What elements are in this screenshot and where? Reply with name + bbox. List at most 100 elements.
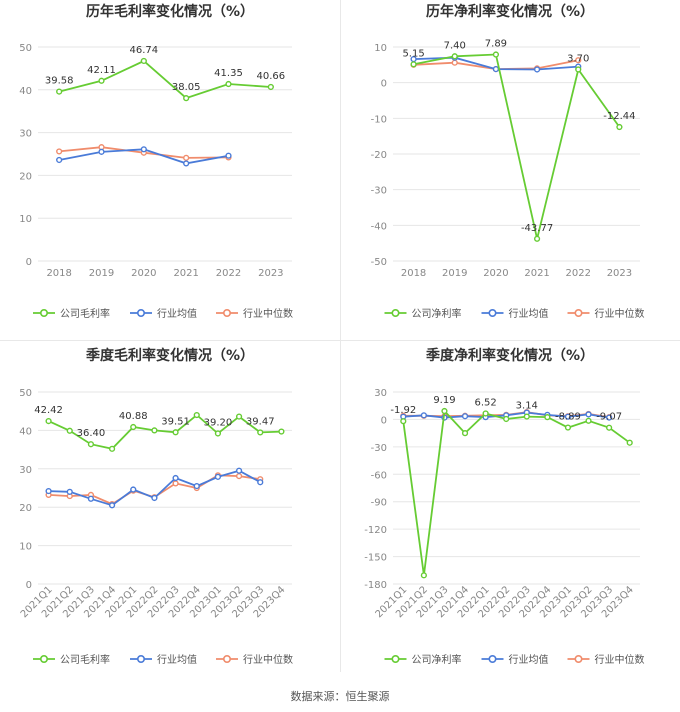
data-point bbox=[45, 418, 52, 425]
data-point bbox=[441, 407, 448, 415]
x-tick-label: 2023 bbox=[258, 268, 283, 279]
y-tick-label: 10 bbox=[19, 214, 32, 225]
y-tick-label: -40 bbox=[371, 221, 387, 232]
data-label: -9.07 bbox=[596, 412, 622, 423]
data-label: 40.88 bbox=[119, 411, 148, 422]
data-point bbox=[193, 411, 200, 419]
y-tick-label: 40 bbox=[19, 426, 32, 437]
data-point bbox=[151, 427, 158, 434]
chart-quarterly-gross: 季度毛利率变化情况（%）010203040502021Q12021Q22021Q… bbox=[19, 347, 293, 666]
legend-swatch-marker bbox=[488, 308, 497, 317]
series-company: -1.92 9.19 6.52 3.14 -8.89 -9.07 bbox=[390, 395, 633, 579]
data-point bbox=[235, 413, 243, 420]
data-point bbox=[533, 235, 541, 242]
x-tick-label: 2019 bbox=[442, 268, 467, 279]
data-point bbox=[183, 160, 190, 167]
x-tick-label: 2019 bbox=[89, 268, 114, 279]
legend-swatch-marker bbox=[39, 654, 48, 663]
data-point bbox=[400, 418, 407, 425]
data-label: 39.47 bbox=[246, 416, 275, 427]
legend-swatch-marker bbox=[574, 654, 583, 663]
data-point bbox=[461, 413, 469, 420]
legend-swatch-marker bbox=[137, 654, 146, 663]
legend: 公司净利率 行业均值 行业中位数 bbox=[384, 307, 645, 320]
data-point bbox=[606, 414, 613, 421]
x-tick-label: 2018 bbox=[46, 268, 71, 279]
x-tick-label: 2020 bbox=[131, 268, 156, 279]
legend-item-company: 公司毛利率 bbox=[33, 307, 110, 320]
y-tick-label: 20 bbox=[19, 503, 32, 514]
data-point bbox=[451, 53, 458, 60]
data-point bbox=[183, 154, 190, 161]
data-point bbox=[151, 494, 158, 502]
x-tick-label: 2022 bbox=[216, 268, 241, 279]
data-label: 3.70 bbox=[567, 53, 589, 64]
data-point bbox=[108, 445, 116, 452]
data-point bbox=[616, 123, 623, 131]
data-point bbox=[410, 61, 417, 68]
legend-label: 行业中位数 bbox=[595, 653, 645, 666]
legend-item-company: 公司净利率 bbox=[384, 653, 462, 666]
legend-label: 公司毛利率 bbox=[60, 653, 110, 666]
x-tick-label: 2021 bbox=[524, 268, 549, 279]
y-tick-label: -10 bbox=[371, 114, 387, 125]
chart-title: 季度毛利率变化情况（%） bbox=[85, 347, 254, 364]
data-point bbox=[172, 474, 179, 482]
data-point bbox=[575, 66, 582, 73]
y-tick-label: 30 bbox=[19, 129, 32, 140]
legend-item-industry_median: 行业中位数 bbox=[567, 653, 645, 666]
data-point bbox=[544, 414, 551, 421]
y-tick-label: -60 bbox=[371, 470, 387, 481]
data-point bbox=[130, 423, 137, 431]
legend-item-industry_avg: 行业均值 bbox=[130, 307, 197, 320]
data-label: 36.40 bbox=[77, 428, 106, 439]
data-point bbox=[183, 95, 190, 102]
y-tick-label: 0 bbox=[381, 415, 387, 426]
data-point bbox=[225, 80, 232, 88]
legend-item-industry_median: 行业中位数 bbox=[216, 653, 293, 666]
data-point bbox=[492, 51, 500, 58]
y-tick-label: -150 bbox=[364, 553, 387, 564]
data-point bbox=[98, 77, 105, 84]
data-point bbox=[66, 488, 73, 495]
data-label: 3.14 bbox=[516, 401, 538, 412]
data-point bbox=[585, 411, 592, 418]
data-point bbox=[482, 410, 489, 417]
data-point bbox=[66, 427, 73, 434]
data-point bbox=[235, 467, 243, 474]
data-label: -43.77 bbox=[521, 223, 553, 234]
data-label: 42.42 bbox=[34, 405, 63, 416]
data-point bbox=[575, 57, 582, 64]
data-point bbox=[172, 480, 179, 487]
data-label: 39.20 bbox=[204, 417, 233, 428]
data-point bbox=[257, 429, 264, 436]
legend: 公司毛利率 行业均值 行业中位数 bbox=[33, 307, 293, 320]
data-point bbox=[492, 66, 500, 73]
legend-label: 行业均值 bbox=[509, 307, 549, 320]
data-point bbox=[56, 156, 63, 164]
legend-swatch-marker bbox=[39, 308, 48, 317]
data-point bbox=[626, 439, 633, 446]
legend-swatch-marker bbox=[391, 654, 400, 663]
legend-item-company: 公司净利率 bbox=[384, 307, 462, 320]
legend-label: 公司毛利率 bbox=[60, 307, 110, 320]
y-tick-label: -180 bbox=[364, 580, 387, 591]
x-tick-label: 2018 bbox=[401, 268, 426, 279]
data-point bbox=[225, 152, 232, 159]
data-label: 39.58 bbox=[45, 76, 74, 87]
data-label: -12.44 bbox=[603, 111, 635, 122]
data-point bbox=[533, 66, 541, 73]
data-point bbox=[214, 430, 222, 437]
data-point bbox=[523, 413, 530, 420]
legend-swatch-marker bbox=[488, 654, 497, 663]
legend-swatch-marker bbox=[223, 308, 232, 317]
data-point bbox=[267, 83, 274, 91]
y-tick-label: 40 bbox=[19, 86, 32, 97]
data-point bbox=[140, 57, 147, 65]
data-label: 42.11 bbox=[87, 65, 116, 76]
y-tick-label: 30 bbox=[19, 465, 32, 476]
y-tick-label: 0 bbox=[381, 79, 387, 90]
series-company: 39.58 42.11 46.74 38.05 41.35 40.66 bbox=[45, 45, 285, 102]
legend: 公司毛利率 行业均值 行业中位数 bbox=[33, 653, 293, 666]
